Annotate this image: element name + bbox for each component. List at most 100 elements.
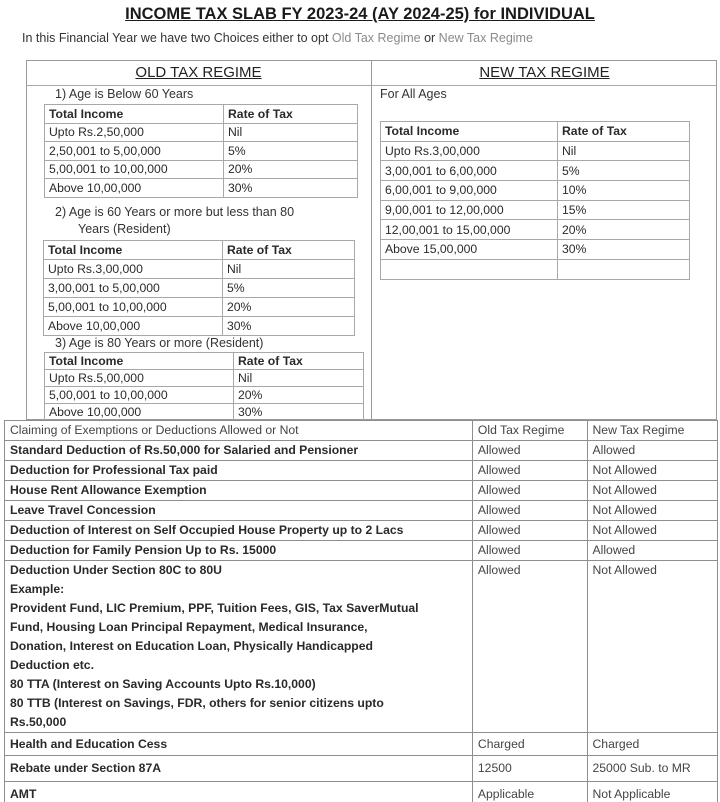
divider: [371, 60, 372, 420]
table-row: 6,00,001 to 9,00,000 10%: [380, 180, 690, 201]
deduction-item-line: Leave Travel Concession: [10, 503, 156, 517]
column-header: Rate of Tax: [222, 240, 355, 260]
new-regime-value: Not Allowed: [586, 560, 718, 733]
column-header: Old Tax Regime: [471, 420, 588, 441]
tax-rate-cell: Nil: [557, 140, 690, 162]
table-row: Deduction for Professional Tax paid Allow…: [4, 460, 718, 481]
deductions-comparison-table: Claiming of Exemptions or Deductions All…: [4, 420, 718, 802]
income-range-cell: 5,00,001 to 10,00,000: [44, 159, 224, 180]
income-range-cell: 9,00,001 to 12,00,000: [380, 199, 558, 221]
table-row: Health and Education Cess Charged Charged: [4, 732, 718, 756]
table-row: Above 15,00,000 30%: [380, 239, 690, 260]
income-range-cell: Upto Rs.3,00,000: [380, 140, 558, 162]
column-header: New Tax Regime: [586, 420, 718, 441]
table-row: AMT Applicable Not Applicable: [4, 781, 718, 802]
table-header-row: Total Income Rate of Tax: [44, 352, 364, 370]
old-regime-value: Allowed: [471, 500, 588, 521]
income-range-cell: Above 10,00,000: [44, 178, 224, 198]
tax-rate-cell: 5%: [222, 278, 355, 298]
deduction-item-line: Health and Education Cess: [10, 736, 168, 751]
deduction-item-line: AMT: [10, 786, 37, 801]
new-regime-value: Not Allowed: [586, 500, 718, 521]
deduction-item-cell: Deduction of Interest on Self Occupied H…: [4, 520, 473, 541]
deduction-item-line: Deduction of Interest on Self Occupied H…: [10, 523, 404, 537]
deduction-item-cell: Deduction for Professional Tax paid: [4, 460, 473, 481]
old-group-2-label: 2) Age is 60 Years or more but less than…: [55, 205, 295, 219]
table-row: 3,00,001 to 5,00,000 5%: [43, 278, 355, 298]
income-range-cell: 3,00,001 to 6,00,000: [380, 160, 558, 182]
deduction-item-line: Donation, Interest on Education Loan, Ph…: [10, 639, 373, 653]
subtitle-old-regime: Old Tax Regime: [331, 31, 421, 45]
page-title: INCOME TAX SLAB FY 2023-24 (AY 2024-25) …: [125, 5, 595, 23]
table-header-row: Total Income Rate of Tax: [44, 104, 358, 124]
table-row: [380, 258, 690, 280]
deduction-item-cell: Deduction Under Section 80C to 80U Exampl…: [4, 560, 473, 733]
table-row: 5,00,001 to 10,00,000 20%: [43, 297, 355, 317]
column-header: Total Income: [44, 104, 224, 124]
column-header: Claiming of Exemptions or Deductions All…: [4, 420, 473, 441]
table-header-row: Claiming of Exemptions or Deductions All…: [4, 420, 718, 441]
income-range-cell: 12,00,001 to 15,00,000: [380, 219, 558, 241]
old-regime-value: Allowed: [471, 480, 588, 501]
income-range-cell: Above 10,00,000: [44, 403, 234, 421]
old-regime-value: Allowed: [471, 440, 588, 461]
old-regime-value: Allowed: [471, 460, 588, 481]
income-range-cell: Upto Rs.2,50,000: [44, 122, 224, 143]
tax-rate-cell: 30%: [233, 403, 364, 421]
table-row: Upto Rs.2,50,000 Nil: [44, 122, 358, 143]
column-header: Rate of Tax: [557, 121, 690, 142]
deduction-item-cell: Leave Travel Concession: [4, 500, 473, 521]
deduction-item-line: Rebate under Section 87A: [10, 761, 162, 775]
deduction-item-line: Standard Deduction of Rs.50,000 for Sala…: [10, 443, 359, 457]
new-regime-value: Not Allowed: [586, 460, 718, 481]
tax-rate-cell: 30%: [223, 178, 358, 198]
column-header: Total Income: [380, 121, 558, 142]
deduction-item-cell: AMT: [4, 781, 473, 802]
deduction-item-cell: House Rent Allowance Exemption: [4, 480, 473, 501]
old-slab-table-80-plus: Total Income Rate of Tax Upto Rs.5,00,000 N…: [44, 352, 364, 421]
income-range-cell: 6,00,001 to 9,00,000: [380, 180, 558, 201]
table-row: 5,00,001 to 10,00,000 20%: [44, 386, 364, 404]
income-range-cell: Upto Rs.5,00,000: [44, 369, 234, 387]
column-header: Total Income: [43, 240, 223, 260]
table-header-row: Total Income Rate of Tax: [380, 121, 690, 142]
old-slab-table-below-60: Total Income Rate of Tax Upto Rs.2,50,000 N…: [44, 104, 358, 198]
tax-rate-cell: 20%: [557, 219, 690, 241]
subtitle: In this Financial Year we have two Choic…: [22, 31, 533, 45]
tax-rate-cell: 5%: [557, 160, 690, 182]
income-range-cell: 5,00,001 to 10,00,000: [44, 386, 234, 404]
tax-rate-cell: 20%: [223, 159, 358, 180]
deduction-item-cell: Health and Education Cess: [4, 732, 473, 756]
table-row: Standard Deduction of Rs.50,000 for Sala…: [4, 440, 718, 461]
old-slab-table-60-to-80: Total Income Rate of Tax Upto Rs.3,00,000 N…: [43, 240, 355, 336]
column-header: Total Income: [44, 352, 234, 370]
deduction-item-line: Deduction for Professional Tax paid: [10, 463, 218, 477]
table-row: House Rent Allowance Exemption Allowed Not…: [4, 480, 718, 501]
tax-rate-cell: [557, 258, 690, 280]
income-range-cell: Above 10,00,000: [43, 316, 223, 336]
income-range-cell: Upto Rs.3,00,000: [43, 259, 223, 279]
old-regime-value: Applicable: [471, 781, 588, 802]
tax-rate-cell: 20%: [222, 297, 355, 317]
column-header: Rate of Tax: [223, 104, 358, 124]
subtitle-text: In this Financial Year we have two Choic…: [22, 31, 332, 45]
tax-rate-cell: 15%: [557, 199, 690, 221]
new-regime-value: Not Allowed: [586, 480, 718, 501]
deduction-item-line: Rs.50,000: [10, 715, 67, 729]
new-regime-value: Allowed: [586, 440, 718, 461]
deduction-item-line: Deduction Under Section 80C to 80U: [10, 563, 222, 577]
old-regime-value: Allowed: [471, 520, 588, 541]
deduction-item-line: Example:: [10, 582, 65, 596]
new-slab-table: Total Income Rate of Tax Upto Rs.3,00,000 N…: [380, 121, 690, 280]
old-group-2-label-cont: Years (Resident): [78, 222, 171, 236]
table-row: Rebate under Section 87A 12500 25000 Sub. …: [4, 755, 718, 782]
table-row: 5,00,001 to 10,00,000 20%: [44, 159, 358, 180]
deduction-item-line: Provident Fund, LIC Premium, PPF, Tuitio…: [10, 601, 419, 615]
old-regime-value: Charged: [471, 732, 588, 756]
deduction-item-line: 80 TTA (Interest on Saving Accounts Upto…: [10, 677, 316, 691]
deduction-item-line: Fund, Housing Loan Principal Repayment, …: [10, 620, 368, 634]
tax-rate-cell: Nil: [233, 369, 364, 387]
old-regime-value: 12500: [471, 755, 588, 782]
income-range-cell: Above 15,00,000: [380, 239, 558, 260]
